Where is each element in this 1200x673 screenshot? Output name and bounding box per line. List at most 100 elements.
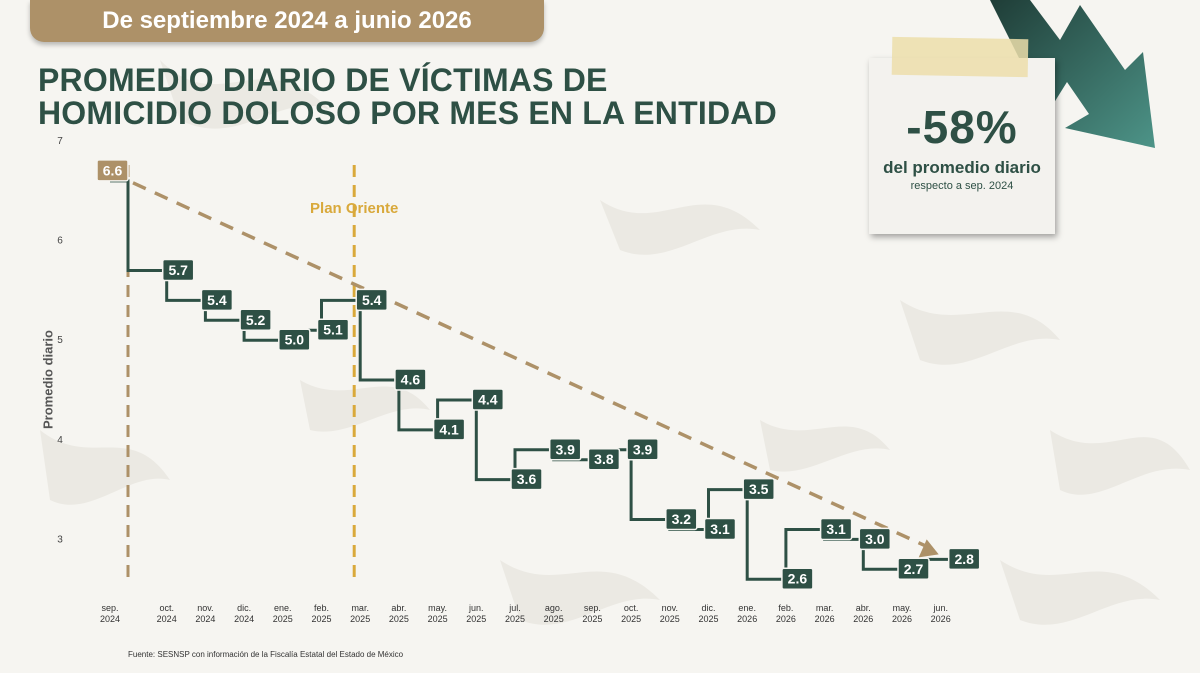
x-tick-year: 2026: [892, 614, 912, 624]
data-label: 3.2: [672, 511, 692, 527]
y-tick-label: 5: [57, 335, 63, 346]
x-tick-year: 2024: [157, 614, 177, 624]
data-label: 3.6: [517, 471, 537, 487]
data-label: 3.9: [555, 441, 575, 457]
x-tick-year: 2024: [195, 614, 215, 624]
data-label-box: [510, 467, 543, 491]
data-label-box: [665, 507, 698, 531]
source-note: Fuente: SESNSP con información de la Fis…: [128, 650, 404, 659]
data-label: 3.8: [594, 451, 614, 467]
data-label-box: [316, 318, 350, 341]
data-label: 3.0: [865, 531, 885, 547]
data-label-box: [819, 517, 853, 541]
x-tick-month: nov.: [197, 603, 213, 613]
data-label: 5.1: [323, 322, 343, 338]
x-tick-month: may.: [428, 603, 447, 613]
x-tick-month: abr.: [856, 603, 871, 613]
x-tick-year: 2026: [737, 614, 757, 624]
percent-caption: del promedio diario: [883, 158, 1041, 177]
x-tick-year: 2025: [698, 614, 718, 624]
x-tick-year: 2025: [582, 614, 602, 624]
x-tick-month: jun.: [932, 603, 948, 613]
data-label-box: [703, 517, 737, 541]
data-label-box: [897, 557, 930, 581]
annotation-label: Plan Oriente: [310, 200, 398, 217]
data-label-box: [200, 288, 234, 312]
percent-change: -58%: [906, 101, 1018, 153]
x-tick-year: 2024: [234, 614, 254, 624]
x-tick-month: sep.: [101, 603, 118, 613]
data-label-box: [781, 567, 814, 590]
data-label-box: [278, 328, 311, 351]
x-tick-month: dic.: [237, 603, 251, 613]
chart-title-line-2: HOMICIDIO DOLOSO POR MES EN LA ENTIDAD: [38, 95, 777, 131]
x-tick-year: 2026: [931, 614, 951, 624]
data-label-box: [471, 388, 505, 411]
x-tick-year: 2025: [389, 614, 409, 624]
trend-line: [132, 181, 930, 549]
data-label: 5.2: [246, 312, 266, 328]
data-label-box: [858, 527, 892, 551]
data-label: 3.1: [710, 521, 730, 537]
data-label: 5.4: [362, 292, 382, 308]
x-tick-month: abr.: [391, 603, 406, 613]
x-tick-month: jun.: [468, 603, 484, 613]
data-label: 6.6: [103, 162, 123, 178]
data-label: 5.0: [285, 332, 305, 348]
data-label-box: [587, 447, 621, 471]
data-label: 5.4: [207, 292, 227, 308]
x-tick-year: 2025: [311, 614, 331, 624]
chart-title-line-1: PROMEDIO DIARIO DE VÍCTIMAS DE: [38, 62, 608, 98]
x-tick-month: oct.: [159, 603, 174, 613]
x-tick-month: feb.: [778, 603, 793, 613]
y-tick-label: 6: [57, 236, 63, 247]
data-label: 5.7: [168, 262, 188, 278]
x-tick-year: 2025: [621, 614, 641, 624]
data-label: 2.8: [954, 551, 974, 567]
x-tick-month: dic.: [701, 603, 715, 613]
data-label-box: [947, 547, 981, 571]
data-label: 4.1: [439, 421, 459, 437]
data-label-box: [394, 368, 427, 391]
data-label-box: [548, 438, 582, 461]
x-tick-year: 2026: [853, 614, 873, 624]
x-tick-month: ago.: [545, 603, 563, 613]
x-tick-year: 2026: [776, 614, 796, 624]
data-label-box: [432, 418, 466, 441]
x-tick-month: feb.: [314, 603, 329, 613]
data-label-box: [626, 438, 659, 461]
note-tape: [891, 36, 1029, 78]
x-tick-month: may.: [893, 603, 912, 613]
x-tick-year: 2025: [273, 614, 293, 624]
x-tick-month: nov.: [662, 603, 678, 613]
y-axis-label: Promedio diario: [40, 330, 56, 429]
x-tick-year: 2025: [350, 614, 370, 624]
x-tick-month: ene.: [738, 603, 756, 613]
data-label: 2.7: [904, 561, 924, 577]
period-banner: De septiembre 2024 a junio 2026: [30, 0, 544, 42]
data-label: 2.6: [788, 571, 808, 587]
summary-note-card: -58% del promedio diario respecto a sep.…: [869, 58, 1055, 234]
x-tick-year: 2025: [544, 614, 564, 624]
data-label-box: [161, 258, 195, 282]
x-tick-year: 2024: [100, 614, 120, 624]
x-tick-month: mar.: [351, 603, 369, 613]
trend-arrowhead: [918, 539, 939, 558]
data-label-box: [742, 477, 775, 501]
x-tick-year: 2025: [660, 614, 680, 624]
x-tick-month: jul.: [508, 603, 521, 613]
chart-title: PROMEDIO DIARIO DE VÍCTIMAS DE HOMICIDIO…: [38, 64, 777, 130]
data-label: 3.5: [749, 481, 769, 497]
x-tick-year: 2026: [815, 614, 835, 624]
x-tick-month: ene.: [274, 603, 292, 613]
percent-reference: respecto a sep. 2024: [910, 180, 1014, 192]
data-label-box: [355, 288, 388, 312]
x-tick-year: 2025: [466, 614, 486, 624]
data-label-box: [239, 308, 272, 332]
downtrend-arrow-icon: [990, 0, 1155, 148]
x-tick-month: oct.: [624, 603, 639, 613]
data-label: 3.9: [633, 441, 653, 457]
data-label: 4.4: [478, 391, 498, 407]
